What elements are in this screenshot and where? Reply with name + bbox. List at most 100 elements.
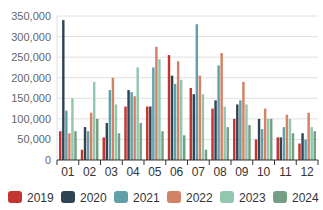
bar bbox=[245, 104, 247, 160]
x-tick bbox=[57, 160, 58, 165]
grid-line bbox=[57, 16, 318, 17]
bar bbox=[248, 125, 250, 160]
bar bbox=[233, 119, 235, 160]
bars bbox=[59, 20, 316, 160]
legend-label: 2021 bbox=[133, 191, 160, 205]
bar bbox=[168, 55, 170, 160]
bar bbox=[304, 139, 306, 160]
x-tick bbox=[318, 160, 319, 165]
legend-swatch bbox=[220, 191, 234, 203]
bar bbox=[270, 119, 272, 160]
x-tick-label: 05 bbox=[148, 165, 162, 179]
bar bbox=[65, 111, 67, 160]
y-tick-label: 150,000 bbox=[11, 92, 51, 104]
bar bbox=[161, 131, 163, 160]
legend-label: 2023 bbox=[239, 191, 266, 205]
bar bbox=[292, 133, 294, 160]
bar bbox=[158, 59, 160, 160]
bar bbox=[124, 107, 126, 160]
bar bbox=[87, 131, 89, 160]
legend-swatch bbox=[167, 191, 181, 203]
bar bbox=[236, 104, 238, 160]
bar bbox=[242, 82, 244, 160]
x-tick bbox=[231, 160, 232, 165]
legend-label: 2020 bbox=[80, 191, 107, 205]
bar bbox=[223, 107, 225, 160]
bar bbox=[93, 82, 95, 160]
bar bbox=[205, 150, 207, 160]
bar bbox=[261, 129, 263, 160]
bar bbox=[109, 90, 111, 160]
bar bbox=[130, 92, 132, 160]
bar bbox=[90, 113, 92, 160]
bar bbox=[146, 107, 148, 160]
bar bbox=[103, 137, 105, 160]
bar bbox=[227, 127, 229, 160]
bar bbox=[180, 80, 182, 160]
bar bbox=[106, 123, 108, 160]
x-tick bbox=[187, 160, 188, 165]
bar bbox=[267, 119, 269, 160]
bar bbox=[255, 139, 257, 160]
bar bbox=[196, 24, 198, 160]
grid-line bbox=[57, 77, 318, 78]
bar bbox=[149, 107, 151, 160]
x-tick-label: 08 bbox=[213, 165, 227, 179]
bar bbox=[62, 20, 64, 160]
bar bbox=[171, 76, 173, 160]
bar bbox=[298, 144, 300, 160]
bar bbox=[115, 104, 117, 160]
x-tick bbox=[144, 160, 145, 165]
bar bbox=[258, 119, 260, 160]
bar bbox=[193, 94, 195, 160]
x-tick-label: 04 bbox=[126, 165, 140, 179]
bar bbox=[177, 61, 179, 160]
grid-line bbox=[57, 57, 318, 58]
x-tick bbox=[78, 160, 79, 165]
bar bbox=[112, 78, 114, 160]
bar bbox=[96, 119, 98, 160]
grid-line bbox=[57, 98, 318, 99]
legend-label: 2024 bbox=[292, 191, 319, 205]
tick-mark bbox=[53, 160, 57, 161]
bar bbox=[133, 96, 135, 160]
bar bbox=[217, 65, 219, 160]
bar bbox=[74, 131, 76, 160]
bar bbox=[277, 137, 279, 160]
bar bbox=[199, 76, 201, 160]
legend-swatch bbox=[273, 191, 287, 203]
bar bbox=[71, 98, 73, 160]
x-tick-label: 01 bbox=[61, 165, 75, 179]
y-axis-line bbox=[57, 16, 58, 160]
bar bbox=[140, 123, 142, 160]
bar bbox=[286, 115, 288, 160]
bar bbox=[118, 133, 120, 160]
bar bbox=[84, 127, 86, 160]
x-tick-label: 09 bbox=[235, 165, 249, 179]
x-tick-label: 11 bbox=[279, 165, 292, 179]
bar bbox=[202, 94, 204, 160]
y-tick-label: 300,000 bbox=[11, 31, 51, 43]
bar bbox=[81, 150, 83, 160]
bar bbox=[59, 131, 61, 160]
x-tick bbox=[274, 160, 275, 165]
legend-swatch bbox=[8, 191, 22, 203]
x-tick bbox=[122, 160, 123, 165]
x-tick-label: 02 bbox=[83, 165, 97, 179]
x-tick bbox=[165, 160, 166, 165]
bar bbox=[280, 137, 282, 160]
bar bbox=[214, 100, 216, 160]
legend-label: 2022 bbox=[186, 191, 213, 205]
bar bbox=[220, 53, 222, 160]
bar bbox=[264, 109, 266, 160]
x-tick-label: 03 bbox=[105, 165, 119, 179]
legend-swatch bbox=[61, 191, 75, 203]
y-tick-label: 200,000 bbox=[11, 72, 51, 84]
y-tick-label: 50,000 bbox=[17, 133, 51, 145]
bar bbox=[68, 133, 70, 160]
x-tick bbox=[209, 160, 210, 165]
bar bbox=[136, 67, 138, 160]
grid-line bbox=[57, 36, 318, 37]
bar bbox=[174, 84, 176, 160]
legend-label: 2019 bbox=[27, 191, 54, 205]
